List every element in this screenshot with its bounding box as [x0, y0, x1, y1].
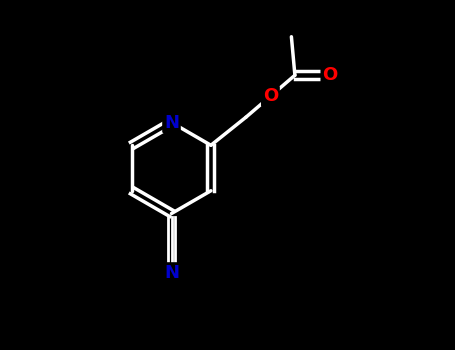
- Text: N: N: [164, 113, 179, 132]
- Text: O: O: [263, 87, 278, 105]
- Text: O: O: [322, 66, 338, 84]
- Text: N: N: [164, 264, 179, 282]
